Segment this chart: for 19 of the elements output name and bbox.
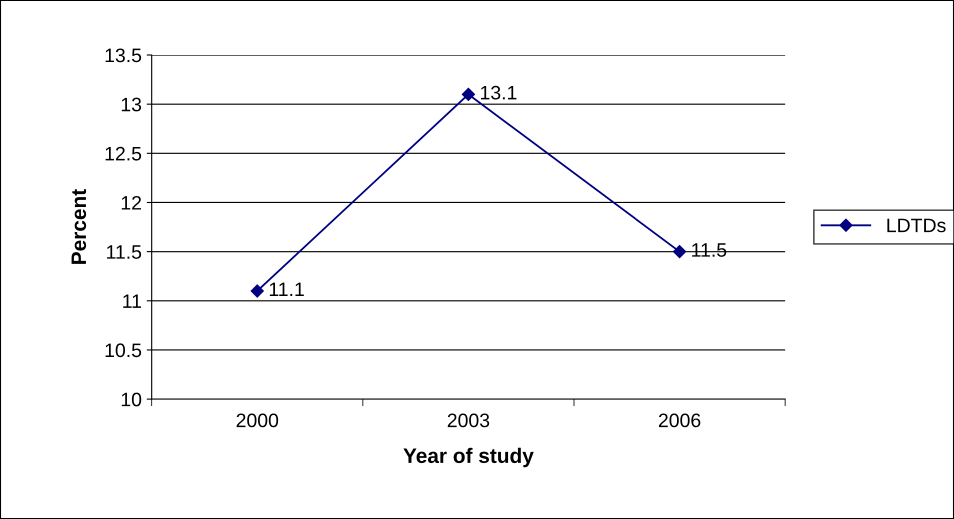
point bbox=[462, 88, 475, 101]
y-tick-label: 13.5 bbox=[106, 48, 142, 62]
legend-label: LDTDs bbox=[887, 218, 946, 232]
y-tick-label: 11.5 bbox=[107, 245, 142, 259]
x-tick-label: 2006 bbox=[658, 414, 700, 428]
point bbox=[250, 284, 264, 298]
x-tick-label: 2003 bbox=[448, 414, 490, 428]
y-tick-label: 13 bbox=[122, 98, 142, 112]
y-tick-label: 12 bbox=[122, 196, 141, 210]
y-tick-label: 12.5 bbox=[106, 146, 142, 161]
point bbox=[672, 245, 686, 258]
y-tick-label: 10.5 bbox=[106, 343, 142, 358]
data-label: 13.1 bbox=[481, 86, 516, 100]
y-axis-title: Percent bbox=[72, 189, 86, 264]
x-axis-title: Year of study bbox=[403, 448, 534, 468]
y-tick-label: 11 bbox=[123, 294, 142, 308]
x-tick-label: 2000 bbox=[236, 414, 278, 428]
y-tick-label: 10 bbox=[122, 392, 142, 406]
data-label: 11.1 bbox=[270, 282, 304, 296]
